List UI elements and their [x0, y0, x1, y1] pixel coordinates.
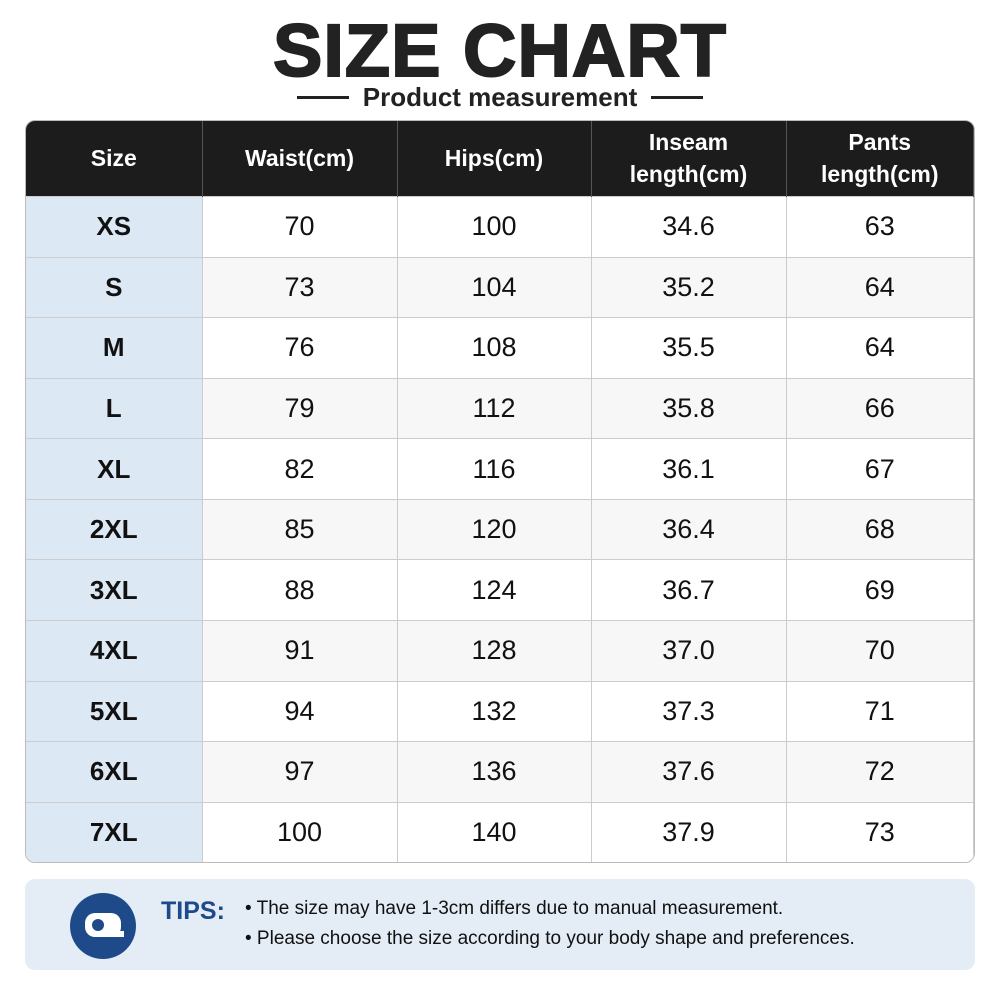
- subtitle-row: Product measurement: [0, 82, 1000, 113]
- cell: 91: [202, 620, 398, 682]
- size-cell: 6XL: [26, 741, 203, 803]
- cell: 79: [202, 377, 398, 439]
- table-body: XS 70 100 34.6 63 S 73 104 35.2 64 M 76 108 35.5 64 L 79…: [26, 196, 974, 862]
- size-cell: XS: [26, 196, 203, 258]
- cell: 37.9: [591, 801, 787, 862]
- cell: 112: [397, 377, 592, 439]
- cell: 97: [202, 741, 398, 803]
- cell: 104: [397, 256, 592, 318]
- table-row: 4XL 91 128 37.0 70: [26, 620, 974, 682]
- cell: 66: [786, 377, 974, 439]
- subtitle: Product measurement: [362, 82, 638, 112]
- size-cell: XL: [26, 438, 203, 500]
- title: SIZE CHART: [272, 8, 727, 93]
- cell: 37.6: [591, 741, 787, 803]
- tips-box: TIPS: • The size may have 1-3cm differs …: [25, 879, 975, 970]
- cell: 116: [397, 438, 592, 500]
- cell: 73: [202, 256, 398, 318]
- cell: 132: [397, 680, 592, 742]
- size-cell: 5XL: [26, 680, 203, 742]
- tip-line: • The size may have 1-3cm differs due to…: [245, 898, 784, 919]
- cell: 36.7: [591, 559, 787, 621]
- table-row: 6XL 97 136 37.6 72: [26, 741, 974, 803]
- cell: 100: [397, 196, 592, 258]
- cell: 36.1: [591, 438, 787, 500]
- cell: 140: [397, 801, 592, 862]
- table-row: 2XL 85 120 36.4 68: [26, 498, 974, 560]
- tips-label: TIPS:: [161, 897, 225, 925]
- rule: [651, 96, 704, 99]
- column-header: Inseam length(cm): [591, 121, 787, 197]
- header-row: Size Waist(cm) Hips(cm) Inseam length(cm) Pa…: [26, 121, 974, 197]
- cell: 64: [786, 256, 974, 318]
- cell: 35.2: [591, 256, 787, 318]
- cell: 70: [786, 620, 974, 682]
- cell: 73: [786, 801, 974, 862]
- cell: 67: [786, 438, 974, 500]
- cell: 63: [786, 196, 974, 258]
- cell: 36.4: [591, 498, 787, 560]
- tape-icon: [70, 893, 136, 959]
- cell: 64: [786, 317, 974, 379]
- cell: 120: [397, 498, 592, 560]
- cell: 128: [397, 620, 592, 682]
- table-row: 7XL 100 140 37.9 73: [26, 801, 974, 862]
- tip-line: • Please choose the size according to yo…: [245, 928, 855, 949]
- size-table: Size Waist(cm) Hips(cm) Inseam length(cm) Pa…: [25, 120, 975, 863]
- cell: 71: [786, 680, 974, 742]
- cell: 69: [786, 559, 974, 621]
- cell: 94: [202, 680, 398, 742]
- cell: 108: [397, 317, 592, 379]
- column-header: Waist(cm): [202, 121, 398, 197]
- table: Size Waist(cm) Hips(cm) Inseam length(cm) Pa…: [26, 121, 974, 862]
- rule: [296, 96, 349, 99]
- cell: 68: [786, 498, 974, 560]
- table-row: 3XL 88 124 36.7 69: [26, 559, 974, 621]
- cell: 35.8: [591, 377, 787, 439]
- table-row: S 73 104 35.2 64: [26, 256, 974, 318]
- cell: 88: [202, 559, 398, 621]
- cell: 124: [397, 559, 592, 621]
- size-cell: 2XL: [26, 498, 203, 560]
- cell: 35.5: [591, 317, 787, 379]
- cell: 37.3: [591, 680, 787, 742]
- size-cell: M: [26, 317, 203, 379]
- cell: 85: [202, 498, 398, 560]
- size-cell: L: [26, 377, 203, 439]
- cell: 136: [397, 741, 592, 803]
- column-header: Pants length(cm): [786, 121, 974, 197]
- size-cell: 4XL: [26, 620, 203, 682]
- table-row: M 76 108 35.5 64: [26, 317, 974, 379]
- table-row: XL 82 116 36.1 67: [26, 438, 974, 500]
- table-row: 5XL 94 132 37.3 71: [26, 680, 974, 742]
- column-header: Size: [26, 121, 203, 197]
- cell: 34.6: [591, 196, 787, 258]
- size-cell: 7XL: [26, 801, 203, 862]
- cell: 76: [202, 317, 398, 379]
- cell: 100: [202, 801, 398, 862]
- column-header: Hips(cm): [397, 121, 592, 197]
- cell: 37.0: [591, 620, 787, 682]
- cell: 70: [202, 196, 398, 258]
- table-row: L 79 112 35.8 66: [26, 377, 974, 439]
- size-cell: S: [26, 256, 203, 318]
- table-row: XS 70 100 34.6 63: [26, 196, 974, 258]
- size-cell: 3XL: [26, 559, 203, 621]
- cell: 72: [786, 741, 974, 803]
- cell: 82: [202, 438, 398, 500]
